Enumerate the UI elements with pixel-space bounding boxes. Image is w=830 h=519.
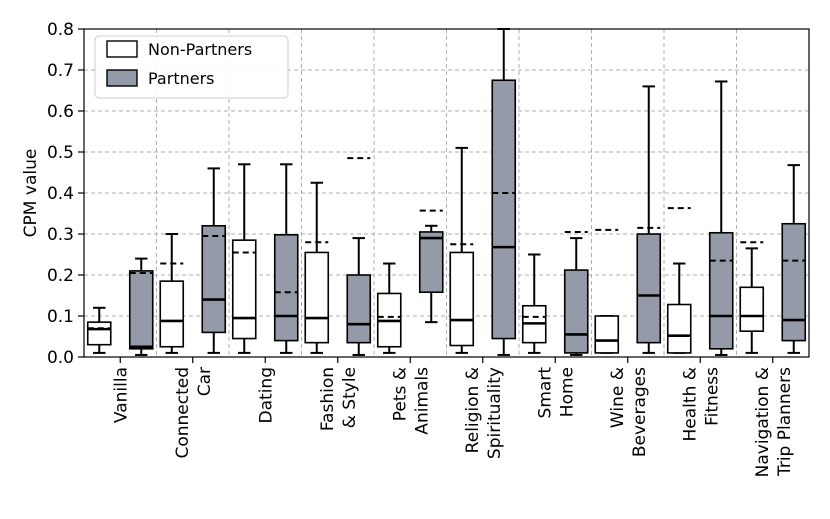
box-non-partners — [231, 163, 257, 354]
y-tick-label: 0.1 — [47, 307, 74, 327]
y-tick-label: 0.2 — [47, 266, 74, 286]
box-partners — [563, 230, 589, 356]
box-iqr — [449, 251, 475, 347]
x-category-label: Navigation & — [753, 367, 773, 477]
plot-frame — [83, 28, 810, 358]
y-tick-label: 0.4 — [47, 184, 74, 204]
box-partners — [781, 164, 807, 354]
x-category-label: Spirituality — [485, 367, 505, 459]
box-partners — [128, 257, 154, 356]
legend: Non-Partners Partners — [94, 35, 289, 99]
y-tick-label: 0.0 — [47, 348, 74, 368]
box-iqr — [491, 79, 517, 340]
box-partners — [491, 28, 517, 356]
box-non-partners — [159, 233, 185, 354]
box-iqr — [201, 225, 227, 334]
box-iqr — [563, 269, 589, 354]
box-non-partners — [86, 306, 112, 354]
x-category-label: Vanilla — [111, 367, 131, 423]
box-layer — [86, 28, 807, 356]
legend-swatch-partners — [106, 69, 138, 87]
box-iqr — [418, 231, 444, 294]
box-iqr — [594, 315, 620, 354]
box-partners — [346, 157, 372, 356]
x-category-label: Dating — [256, 367, 276, 423]
box-iqr — [231, 239, 257, 340]
y-tick-label: 0.5 — [47, 143, 74, 163]
y-tick-label: 0.7 — [47, 61, 74, 81]
x-category-label: Fitness — [702, 367, 722, 426]
x-category-label: Fashion — [318, 367, 338, 431]
box-partners — [418, 209, 444, 324]
box-non-partners — [594, 228, 620, 354]
x-category-label: Animals — [412, 367, 432, 435]
box-iqr — [781, 222, 807, 342]
box-iqr — [708, 231, 734, 350]
x-category-label: Health & — [680, 367, 700, 441]
box-partners — [273, 163, 299, 354]
box-iqr — [666, 303, 692, 354]
y-tick-label: 0.6 — [47, 102, 74, 122]
box-iqr — [273, 234, 299, 342]
x-category-label: Smart — [535, 367, 555, 419]
legend-label-non-partners: Non-Partners — [148, 40, 252, 59]
box-partners — [636, 85, 662, 354]
axes-layer: 0.0 0.1 0.2 0.3 0.4 0.5 0.6 0.7 0.8 Vanilla Connec… — [47, 20, 810, 477]
box-non-partners — [521, 253, 547, 354]
x-category-label: Connected — [173, 367, 193, 459]
box-non-partners — [449, 146, 475, 354]
y-axis-title: CPM value — [21, 149, 41, 238]
box-non-partners — [666, 207, 692, 354]
box-iqr — [128, 270, 154, 350]
y-tick-label: 0.8 — [47, 20, 74, 40]
x-category-label: & Style — [340, 367, 360, 428]
box-iqr — [346, 274, 372, 344]
legend-swatch-non-partners — [106, 40, 138, 58]
y-tick-label: 0.3 — [47, 225, 74, 245]
box-non-partners — [376, 262, 402, 354]
x-category-label: Home — [557, 367, 577, 417]
legend-frame — [94, 35, 289, 99]
x-category-label: Car — [195, 367, 215, 396]
box-partners — [201, 167, 227, 354]
box-iqr — [159, 280, 185, 348]
box-iqr — [739, 286, 765, 332]
box-iqr — [86, 321, 112, 346]
x-category-label: Wine & — [608, 367, 628, 428]
x-category-label: Beverages — [630, 367, 650, 457]
x-category-label: Pets & — [390, 367, 410, 421]
x-category-label: Religion & — [463, 367, 483, 453]
box-partners — [708, 80, 734, 356]
box-non-partners — [304, 181, 330, 354]
legend-label-partners: Partners — [148, 69, 214, 88]
x-category-label: Trip Planners — [775, 367, 795, 477]
box-iqr — [304, 251, 330, 344]
box-iqr — [636, 233, 662, 344]
box-non-partners — [739, 241, 765, 354]
